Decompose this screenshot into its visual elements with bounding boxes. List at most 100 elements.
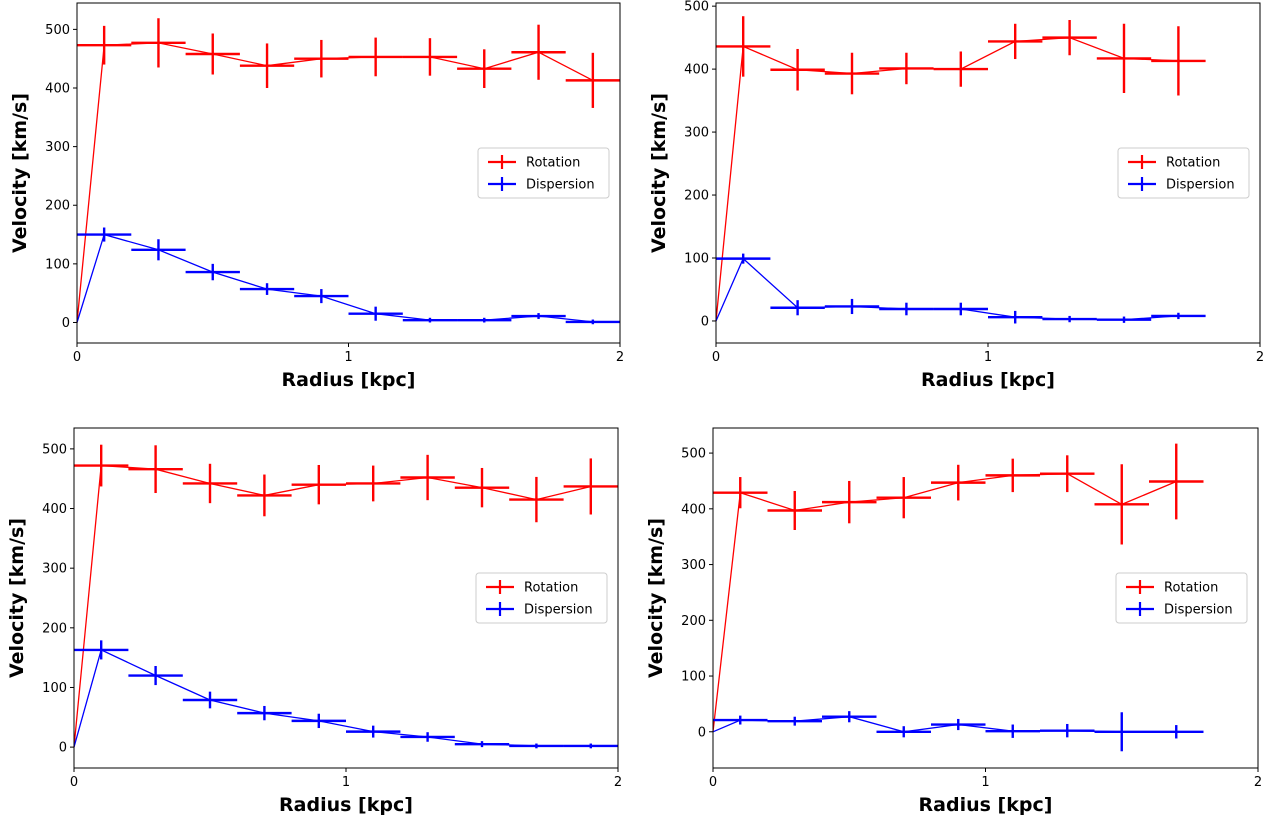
data-point-dispersion — [1042, 315, 1097, 323]
y-tick-label: 400 — [681, 502, 706, 517]
data-point-rotation — [713, 477, 768, 509]
data-point-rotation — [1042, 20, 1097, 56]
data-point-dispersion — [1149, 725, 1204, 739]
data-point-dispersion — [346, 725, 401, 738]
legend-label: Rotation — [524, 581, 578, 596]
legend-entry-dispersion: Dispersion — [1128, 177, 1235, 193]
y-tick-label: 200 — [684, 189, 709, 204]
data-point-dispersion — [822, 711, 877, 723]
data-point-rotation — [511, 24, 566, 80]
series-rotation — [73, 444, 618, 748]
data-point-dispersion — [402, 317, 458, 323]
y-tick-label: 0 — [62, 316, 70, 331]
data-point-dispersion — [770, 300, 825, 316]
legend-label: Dispersion — [1164, 603, 1233, 618]
data-point-rotation — [294, 39, 349, 78]
data-point-rotation — [931, 464, 986, 501]
x-tick-label: 2 — [616, 350, 624, 365]
legend-entry-dispersion: Dispersion — [1126, 602, 1233, 618]
data-point-rotation — [509, 476, 564, 523]
y-tick-label: 100 — [42, 681, 67, 696]
x-axis-title: Radius [kpc] — [919, 794, 1053, 816]
data-point-rotation — [291, 464, 346, 505]
y-tick-label: 0 — [59, 741, 67, 756]
data-point-dispersion — [77, 227, 132, 242]
data-point-dispersion — [1094, 712, 1149, 752]
data-point-dispersion — [931, 718, 986, 731]
data-point-rotation — [185, 33, 240, 75]
legend-box — [477, 147, 610, 199]
data-point-rotation — [182, 463, 238, 504]
x-axis-title: Radius [kpc] — [282, 369, 416, 391]
chart-panel-4: 0 1 2 0 100 200 300 400 500 Radius [kpc] Velocity … — [645, 427, 1262, 816]
data-point-dispersion — [291, 713, 346, 729]
legend-label: Dispersion — [1166, 178, 1235, 193]
data-point-rotation — [74, 444, 129, 487]
data-point-dispersion — [716, 253, 771, 264]
y-tick-label: 100 — [681, 670, 706, 685]
data-point-rotation — [77, 25, 132, 65]
data-point-rotation — [879, 52, 934, 85]
data-point-dispersion — [565, 319, 620, 325]
series-dispersion — [715, 253, 1206, 324]
data-point-dispersion — [182, 691, 238, 709]
y-tick-label: 300 — [684, 126, 709, 141]
y-axis-title: Velocity [km/s] — [648, 93, 670, 253]
series-line-dispersion — [715, 257, 1179, 322]
data-point-dispersion — [454, 741, 510, 748]
data-point-rotation — [988, 23, 1043, 60]
data-point-rotation — [1040, 455, 1095, 493]
x-tick-label: 2 — [1256, 350, 1264, 365]
chart-panel-3: 0 1 2 0 100 200 300 400 500 Radius [kpc] Velocity … — [6, 427, 622, 816]
y-axis-title: Velocity [km/s] — [645, 518, 667, 678]
legend-label: Dispersion — [526, 178, 595, 193]
y-tick-label: 500 — [684, 0, 709, 15]
series-rotation — [715, 16, 1206, 322]
y-axis-title: Velocity [km/s] — [6, 518, 28, 678]
y-tick-label: 400 — [42, 502, 67, 517]
data-point-rotation — [1149, 443, 1204, 520]
data-point-rotation — [565, 52, 620, 108]
x-tick-label: 1 — [981, 775, 989, 790]
x-tick-label: 0 — [70, 775, 78, 790]
data-point-dispersion — [985, 724, 1040, 738]
data-point-dispersion — [74, 640, 129, 660]
data-point-dispersion — [713, 715, 768, 725]
legend: Rotation Dispersion — [475, 572, 608, 624]
y-tick-label: 300 — [42, 562, 67, 577]
legend-entry-rotation: Rotation — [488, 155, 580, 171]
legend-entry-rotation: Rotation — [1128, 155, 1220, 171]
legend-entry-dispersion: Dispersion — [486, 602, 593, 618]
chart-panel-2: 0 1 2 0 100 200 300 400 500 Radius [kpc] Velocity … — [648, 0, 1264, 391]
y-tick-label: 100 — [684, 252, 709, 267]
y-tick-label: 400 — [684, 63, 709, 78]
data-point-dispersion — [824, 298, 880, 315]
data-point-dispersion — [563, 743, 618, 749]
x-tick-label: 0 — [712, 350, 720, 365]
data-point-dispersion — [239, 283, 295, 295]
series-line-dispersion — [73, 648, 591, 748]
x-tick-label: 0 — [709, 775, 717, 790]
chart-panel-1: 0 1 2 0 100 200 300 400 500 Radius [kpc] Velocity … — [9, 2, 624, 391]
data-point-rotation — [131, 18, 186, 68]
data-point-dispersion — [879, 302, 934, 316]
data-point-rotation — [716, 16, 771, 77]
data-point-dispersion — [1151, 312, 1206, 320]
data-point-rotation — [128, 445, 183, 494]
data-point-rotation — [348, 37, 403, 77]
y-tick-label: 500 — [45, 23, 70, 38]
legend-entry-rotation: Rotation — [486, 580, 578, 596]
data-point-rotation — [824, 52, 880, 95]
data-point-rotation — [239, 43, 295, 88]
data-point-dispersion — [933, 302, 988, 316]
series-line-rotation — [715, 36, 1179, 322]
data-point-dispersion — [767, 716, 822, 726]
x-tick-label: 1 — [344, 350, 352, 365]
y-tick-label: 200 — [681, 614, 706, 629]
data-point-dispersion — [988, 310, 1043, 324]
data-point-rotation — [985, 458, 1040, 493]
data-point-rotation — [1151, 26, 1206, 96]
x-tick-label: 2 — [1254, 775, 1262, 790]
data-point-rotation — [767, 490, 822, 530]
